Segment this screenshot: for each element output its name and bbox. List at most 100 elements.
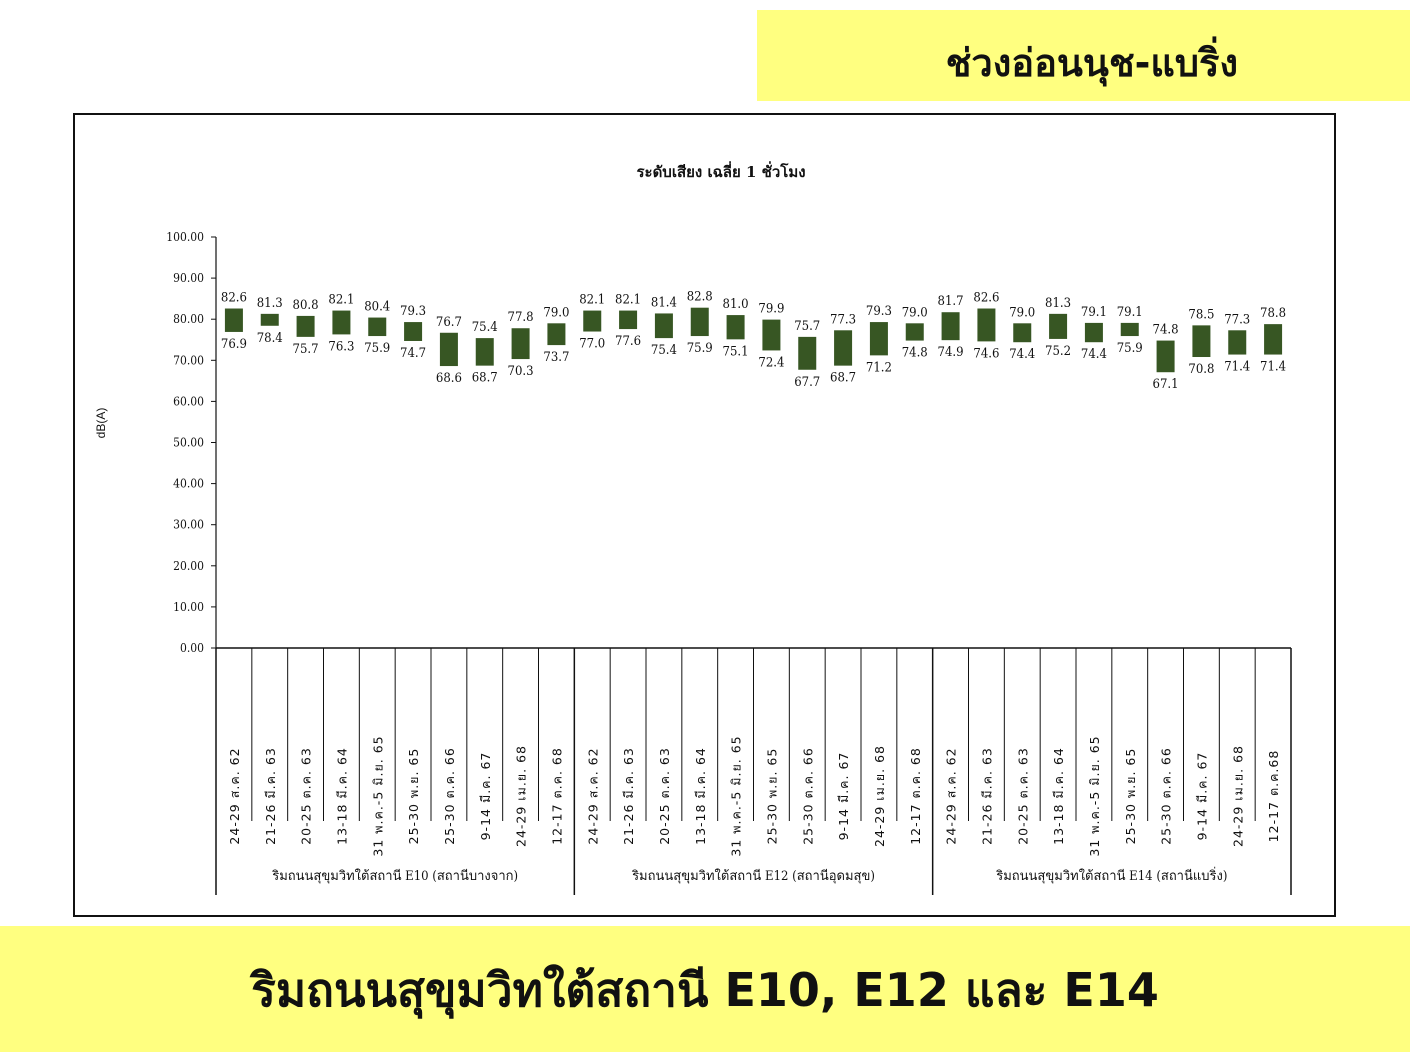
low-value-label: 68.7 — [472, 371, 498, 386]
range-bar — [1228, 330, 1247, 355]
high-value-label: 81.3 — [1045, 296, 1071, 311]
group-label: ริมถนนสุขุมวิทใต้สถานี E10 (สถานีบางจาก) — [271, 868, 518, 884]
low-value-label: 77.0 — [579, 337, 605, 352]
y-tick-label: 50.00 — [173, 436, 204, 450]
high-value-label: 79.3 — [400, 304, 426, 319]
category-label: 20-25 ต.ค. 63 — [657, 747, 672, 845]
category-label: 25-30 ต.ค. 66 — [800, 747, 815, 845]
range-bar — [511, 328, 530, 360]
range-bar — [368, 317, 387, 337]
high-value-label: 82.1 — [328, 293, 354, 308]
category-label: 24-29 เม.ย. 68 — [1230, 745, 1245, 847]
low-value-label: 75.9 — [364, 341, 390, 356]
high-value-label: 79.0 — [902, 305, 928, 320]
y-tick-label: 60.00 — [173, 394, 204, 408]
chart-category-labels: 24-29 ส.ค. 62 21-26 มี.ค. 63 20-25 ต.ค. 63… — [227, 735, 1281, 884]
low-value-label: 74.4 — [1009, 347, 1035, 362]
category-label: 21-26 มี.ค. 63 — [263, 747, 278, 845]
category-label: 20-25 ต.ค. 63 — [1015, 747, 1030, 845]
low-value-label: 74.8 — [902, 346, 928, 361]
high-value-label: 79.3 — [866, 304, 892, 319]
y-tick-label: 0.00 — [180, 641, 204, 655]
y-tick-label: 20.00 — [173, 559, 204, 573]
category-label: 25-30 พ.ย. 65 — [1123, 748, 1138, 845]
high-value-label: 75.7 — [794, 319, 820, 334]
low-value-label: 74.9 — [938, 345, 964, 360]
range-bar — [296, 315, 315, 337]
category-label: 20-25 ต.ค. 63 — [299, 747, 314, 845]
range-bar — [1084, 322, 1103, 343]
location-title: ริมถนนสุขุมวิทใต้สถานี E10, E12 และ E14 — [251, 963, 1159, 1017]
low-value-label: 74.7 — [400, 346, 426, 361]
category-label: 25-30 ต.ค. 66 — [1159, 747, 1174, 845]
y-tick-label: 40.00 — [173, 477, 204, 491]
low-value-label: 71.2 — [866, 360, 892, 375]
range-bar — [260, 313, 279, 326]
range-bar — [1013, 323, 1032, 343]
high-value-label: 81.3 — [257, 296, 283, 311]
low-value-label: 70.3 — [508, 364, 534, 379]
range-bar — [941, 312, 960, 341]
high-value-label: 79.1 — [1081, 305, 1107, 320]
range-bar — [1192, 325, 1211, 358]
chart-title: ระดับเสียง เฉลี่ย 1 ชั่วโมง — [636, 161, 805, 181]
category-label: 21-26 มี.ค. 63 — [979, 747, 994, 845]
high-value-label: 74.8 — [1153, 323, 1179, 338]
category-label: 31 พ.ค.-5 มิ.ย. 65 — [729, 735, 744, 856]
category-label: 31 พ.ค.-5 มิ.ย. 65 — [1087, 735, 1102, 856]
range-bar — [583, 310, 602, 332]
category-label: 9-14 มี.ค. 67 — [836, 752, 851, 841]
category-label: 13-18 มี.ค. 64 — [334, 747, 349, 845]
high-value-label: 79.9 — [758, 302, 784, 317]
high-value-label: 82.8 — [687, 290, 713, 305]
group-label: ริมถนนสุขุมวิทใต้สถานี E12 (สถานีอุดมสุข… — [631, 868, 875, 884]
low-value-label: 75.4 — [651, 343, 677, 358]
high-value-label: 77.8 — [508, 310, 534, 325]
high-value-label: 77.3 — [1224, 312, 1250, 327]
low-value-label: 72.4 — [758, 355, 784, 370]
low-value-label: 76.9 — [221, 337, 247, 352]
bottom-banner: ริมถนนสุขุมวิทใต้สถานี E10, E12 และ E14 — [0, 926, 1410, 1052]
category-label: 31 พ.ค.-5 มิ.ย. 65 — [370, 735, 385, 856]
low-value-label: 78.4 — [257, 331, 283, 346]
low-value-label: 74.4 — [1081, 347, 1107, 362]
high-value-label: 75.4 — [472, 320, 498, 335]
low-value-label: 70.8 — [1188, 362, 1214, 377]
y-tick-label: 10.00 — [173, 600, 204, 614]
category-label: 9-14 มี.ค. 67 — [478, 752, 493, 841]
range-bar — [690, 307, 709, 337]
range-bar — [798, 336, 817, 370]
range-bar — [332, 310, 351, 335]
range-bar — [834, 330, 853, 366]
range-bar — [547, 323, 566, 346]
range-bar — [619, 310, 638, 330]
category-label: 25-30 พ.ย. 65 — [764, 748, 779, 845]
y-tick-label: 100.00 — [166, 230, 204, 244]
high-value-label: 79.1 — [1117, 305, 1143, 320]
high-value-label: 78.8 — [1260, 306, 1286, 321]
high-value-label: 78.5 — [1188, 307, 1214, 322]
range-bar — [1156, 340, 1175, 373]
category-label: 24-29 ส.ค. 62 — [944, 747, 959, 844]
chart-bars — [224, 307, 1283, 373]
high-value-label: 82.6 — [973, 291, 999, 306]
range-bar — [1120, 322, 1139, 337]
top-banner: ช่วงอ่อนนุช-แบริ่ง — [757, 10, 1410, 101]
range-bar — [439, 332, 458, 367]
category-label: 24-29 เม.ย. 68 — [872, 745, 887, 847]
y-tick-label: 80.00 — [173, 312, 204, 326]
high-value-label: 80.8 — [293, 298, 319, 313]
category-label: 24-29 ส.ค. 62 — [585, 747, 600, 844]
low-value-label: 75.9 — [1117, 341, 1143, 356]
y-tick-label: 70.00 — [173, 353, 204, 367]
low-value-label: 75.9 — [687, 341, 713, 356]
range-bar — [654, 313, 673, 339]
chart-axes: 0.00 10.00 20.00 30.00 40.00 50.00 60.00 70.00 8… — [166, 230, 1292, 895]
high-value-label: 79.0 — [543, 305, 569, 320]
range-bar — [869, 322, 888, 356]
high-value-label: 82.1 — [615, 293, 641, 308]
low-value-label: 71.4 — [1224, 360, 1250, 375]
high-value-label: 77.3 — [830, 312, 856, 327]
category-label: 24-29 เม.ย. 68 — [514, 745, 529, 847]
y-tick-label: 30.00 — [173, 518, 204, 532]
